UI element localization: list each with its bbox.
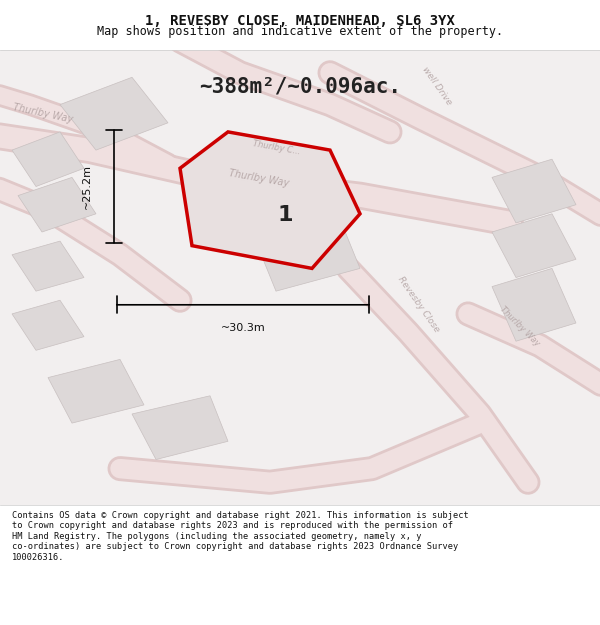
Text: Thurlby Way: Thurlby Way (228, 168, 290, 189)
Polygon shape (12, 241, 84, 291)
Polygon shape (132, 396, 228, 459)
Text: Thurlby Way: Thurlby Way (498, 304, 541, 348)
Polygon shape (48, 359, 144, 423)
Text: ~388m²/~0.096ac.: ~388m²/~0.096ac. (199, 76, 401, 96)
Text: 1, REVESBY CLOSE, MAIDENHEAD, SL6 3YX: 1, REVESBY CLOSE, MAIDENHEAD, SL6 3YX (145, 14, 455, 28)
Polygon shape (18, 177, 96, 232)
Text: Revesby Close: Revesby Close (396, 275, 441, 334)
Text: Thurlby C...: Thurlby C... (252, 139, 301, 157)
Polygon shape (12, 132, 84, 186)
Polygon shape (180, 132, 360, 268)
Polygon shape (492, 214, 576, 278)
Polygon shape (492, 268, 576, 341)
Polygon shape (252, 209, 360, 291)
Polygon shape (0, 50, 600, 505)
Text: 1: 1 (277, 204, 293, 224)
Text: Contains OS data © Crown copyright and database right 2021. This information is : Contains OS data © Crown copyright and d… (12, 511, 469, 562)
Text: Thurlby Way: Thurlby Way (12, 102, 74, 125)
Text: Map shows position and indicative extent of the property.: Map shows position and indicative extent… (97, 24, 503, 38)
Text: ~30.3m: ~30.3m (221, 322, 265, 332)
Polygon shape (12, 300, 84, 350)
Polygon shape (492, 159, 576, 223)
Polygon shape (60, 78, 168, 150)
Text: well Drive: well Drive (420, 65, 453, 107)
Text: ~25.2m: ~25.2m (82, 164, 92, 209)
